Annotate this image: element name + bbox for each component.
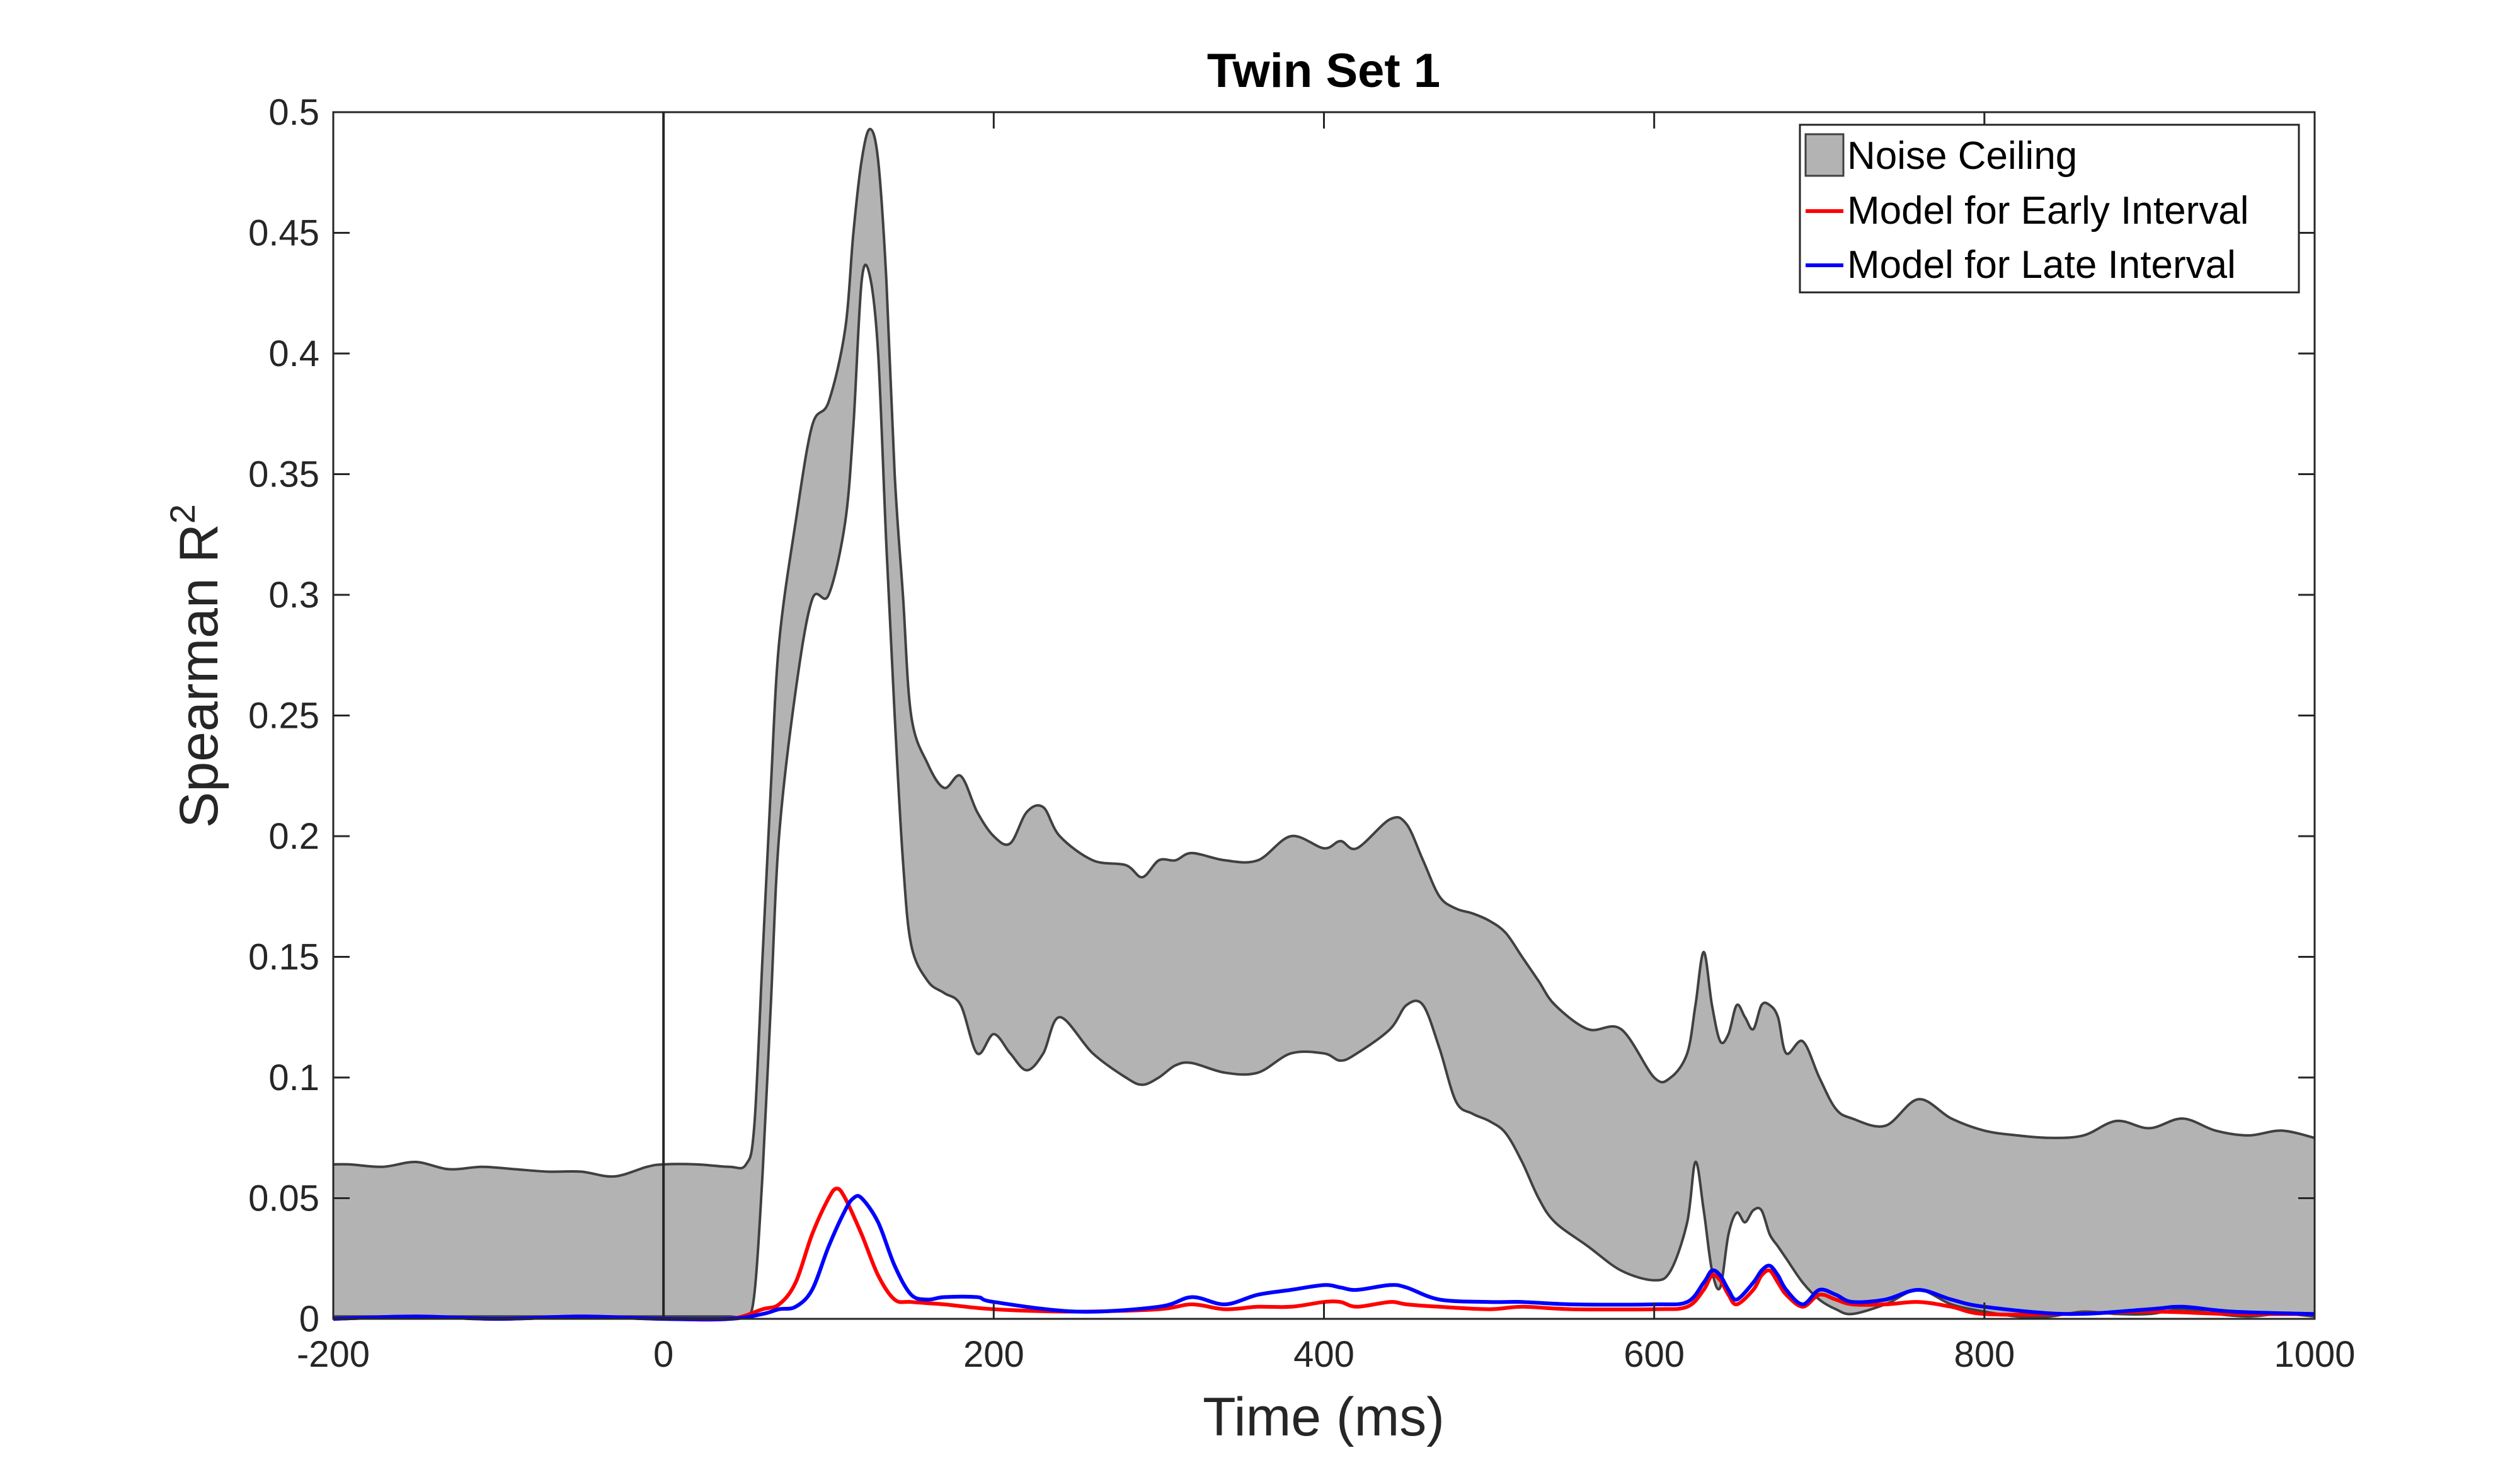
y-tick-label: 0: [299, 1299, 319, 1340]
y-tick-label: 0.45: [248, 213, 319, 254]
chart-title: Twin Set 1: [1207, 44, 1440, 98]
y-tick-label: 0.4: [268, 333, 319, 374]
noise-ceiling-band: [333, 129, 2315, 1318]
x-axis-label: Time (ms): [1203, 1387, 1445, 1447]
x-tick-label: 200: [963, 1334, 1024, 1375]
legend-label-early-interval: Model for Early Interval: [1847, 189, 2248, 233]
legend-box: [1799, 124, 2300, 294]
y-tick-label: 0.3: [268, 575, 319, 616]
x-tick-label: -200: [297, 1334, 370, 1375]
x-tick-label: 0: [653, 1334, 673, 1375]
x-axis-ticks: -200 0 200 400 600 800 1000: [297, 112, 2356, 1375]
legend: Noise Ceiling Model for Early Interval M…: [1799, 124, 2300, 294]
y-axis-label-superscript: 2: [163, 504, 202, 524]
noise-ceiling-lower-edge: [333, 263, 2315, 1319]
plot-area: [333, 112, 2315, 1322]
series-line-early-interval: [333, 1187, 2315, 1322]
x-tick-label: 800: [1954, 1334, 2015, 1375]
series-line-late-interval: [333, 1193, 2315, 1321]
y-tick-label: 0.5: [268, 92, 319, 133]
legend-label-late-interval: Model for Late Interval: [1847, 243, 2236, 287]
y-tick-label: 0.35: [248, 454, 319, 495]
y-tick-label: 0.15: [248, 937, 319, 978]
legend-label-noise-ceiling: Noise Ceiling: [1847, 134, 2077, 178]
y-axis-label-main: Spearman R: [169, 524, 229, 828]
y-tick-label: 0.25: [248, 696, 319, 737]
legend-swatch-noise-ceiling: [1804, 133, 1845, 177]
y-axis-label: Spearman R2: [163, 504, 229, 828]
x-tick-label: 1000: [2274, 1334, 2355, 1375]
y-tick-label: 0.2: [268, 816, 319, 857]
y-tick-label: 0.1: [268, 1057, 319, 1098]
y-tick-label: 0.05: [248, 1178, 319, 1219]
noise-ceiling-upper-edge: [333, 127, 2315, 1178]
x-tick-label: 600: [1624, 1334, 1685, 1375]
x-tick-label: 400: [1293, 1334, 1354, 1375]
y-axis-ticks: 0 0.05 0.1 0.15 0.2 0.25 0.3 0.35 0.4 0.45 0.5: [248, 92, 2315, 1340]
